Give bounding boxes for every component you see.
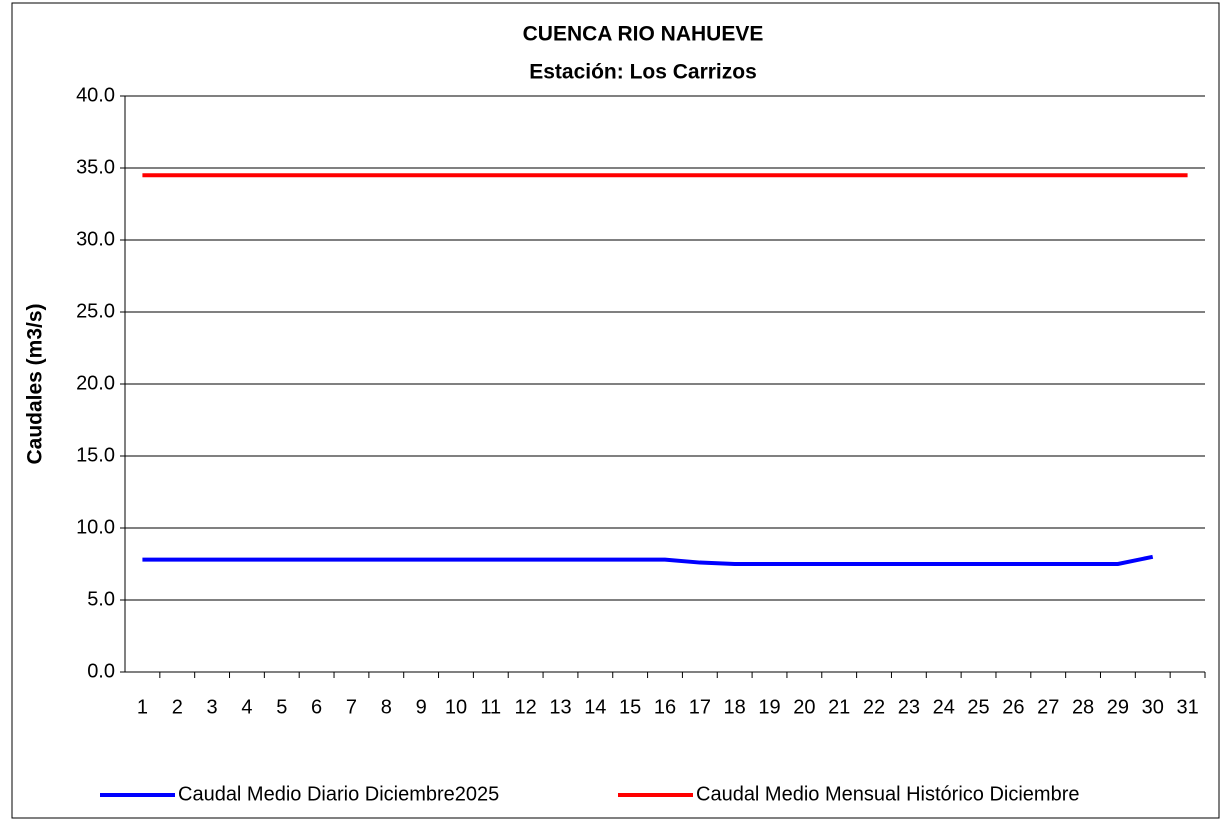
y-tick-label: 5.0 <box>87 588 115 610</box>
x-tick-label: 8 <box>381 696 392 718</box>
x-tick-label: 9 <box>416 696 427 718</box>
x-tick-label: 29 <box>1107 696 1129 718</box>
y-tick-label: 25.0 <box>76 300 115 322</box>
x-tick-label: 28 <box>1072 696 1094 718</box>
x-tick-label: 25 <box>967 696 989 718</box>
x-tick-label: 7 <box>346 696 357 718</box>
x-tick-label: 24 <box>933 696 955 718</box>
x-tick-label: 6 <box>311 696 322 718</box>
chart-title: CUENCA RIO NAHUEVE <box>523 23 764 46</box>
y-axis-label: Caudales (m3/s) <box>24 303 47 464</box>
x-tick-label: 4 <box>241 696 252 718</box>
x-tick-label: 26 <box>1002 696 1024 718</box>
x-tick-label: 23 <box>898 696 920 718</box>
x-tick-label: 17 <box>689 696 711 718</box>
y-tick-label: 30.0 <box>76 228 115 250</box>
x-tick-label: 2 <box>172 696 183 718</box>
x-tick-label: 13 <box>549 696 571 718</box>
x-tick-label: 10 <box>445 696 467 718</box>
x-tick-label: 19 <box>758 696 780 718</box>
x-tick-label: 1 <box>137 696 148 718</box>
chart-border <box>11 2 1220 819</box>
x-tick-label: 21 <box>828 696 850 718</box>
x-tick-label: 20 <box>793 696 815 718</box>
y-tick-label: 0.0 <box>87 660 115 682</box>
chart-subtitle: Estación: Los Carrizos <box>529 61 757 84</box>
x-tick-label: 15 <box>619 696 641 718</box>
legend-label: Caudal Medio Diario Diciembre2025 <box>178 783 499 805</box>
x-tick-label: 14 <box>584 696 606 718</box>
x-tick-label: 5 <box>276 696 287 718</box>
x-tick-label: 11 <box>480 696 501 718</box>
series-line <box>142 554 1154 566</box>
y-tick-label: 35.0 <box>76 156 115 178</box>
y-tick-label: 40.0 <box>76 84 115 106</box>
y-tick-label: 20.0 <box>76 372 115 394</box>
x-tick-label: 18 <box>724 696 746 718</box>
x-tick-label: 3 <box>207 696 218 718</box>
x-tick-label: 27 <box>1037 696 1059 718</box>
x-tick-label: 22 <box>863 696 885 718</box>
x-tick-label: 16 <box>654 696 676 718</box>
legend-label: Caudal Medio Mensual Histórico Diciembre <box>696 783 1080 805</box>
y-tick-label: 10.0 <box>76 516 115 538</box>
y-tick-label: 15.0 <box>76 444 115 466</box>
x-tick-label: 30 <box>1142 696 1164 718</box>
x-tick-label: 31 <box>1176 696 1198 718</box>
x-tick-label: 12 <box>515 696 537 718</box>
